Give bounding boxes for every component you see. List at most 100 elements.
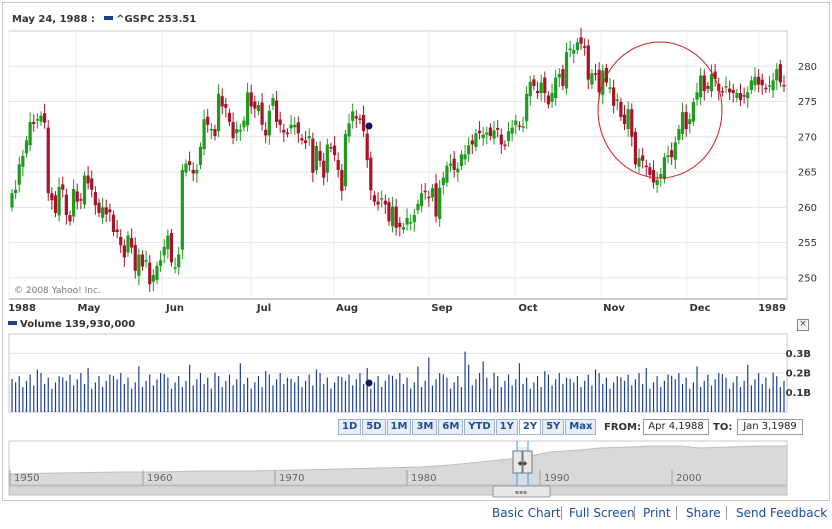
candle-body[interactable] bbox=[753, 76, 757, 86]
candle-body[interactable] bbox=[419, 193, 424, 207]
candle-body[interactable] bbox=[564, 52, 569, 89]
candle-body[interactable] bbox=[351, 111, 355, 121]
candle-body[interactable] bbox=[140, 254, 145, 267]
candle-body[interactable] bbox=[108, 209, 112, 213]
candle-body[interactable] bbox=[452, 158, 456, 170]
candle-body[interactable] bbox=[767, 85, 772, 87]
candle-body[interactable] bbox=[191, 169, 195, 174]
candle-body[interactable] bbox=[630, 109, 634, 137]
candle-body[interactable] bbox=[724, 86, 728, 88]
candle-body[interactable] bbox=[735, 93, 739, 98]
candle-body[interactable] bbox=[213, 129, 217, 137]
navigator-scrollbar-thumb[interactable] bbox=[492, 485, 551, 498]
candle-body[interactable] bbox=[387, 202, 391, 222]
candle-body[interactable] bbox=[764, 87, 768, 90]
candle-body[interactable] bbox=[532, 79, 536, 87]
candle-body[interactable] bbox=[597, 69, 601, 93]
candle-body[interactable] bbox=[670, 150, 674, 158]
candle-body[interactable] bbox=[427, 196, 431, 199]
candle-body[interactable] bbox=[216, 93, 221, 132]
candle-body[interactable] bbox=[655, 179, 659, 186]
candle-body[interactable] bbox=[673, 142, 677, 160]
candle-body[interactable] bbox=[28, 121, 32, 146]
candle-body[interactable] bbox=[24, 140, 29, 154]
full-screen-link[interactable]: Full Screen bbox=[569, 506, 635, 520]
candle-body[interactable] bbox=[583, 46, 587, 48]
candle-body[interactable] bbox=[122, 245, 126, 258]
candle-body[interactable] bbox=[57, 186, 61, 216]
candle-body[interactable] bbox=[256, 105, 261, 112]
candle-body[interactable] bbox=[499, 134, 503, 145]
candle-body[interactable] bbox=[535, 90, 540, 94]
candle-body[interactable] bbox=[64, 194, 68, 216]
candle-body[interactable] bbox=[14, 189, 18, 194]
candle-body[interactable] bbox=[398, 222, 402, 228]
candle-body[interactable] bbox=[289, 124, 293, 129]
candle-body[interactable] bbox=[477, 130, 482, 134]
candle-body[interactable] bbox=[242, 120, 246, 128]
candle-body[interactable] bbox=[401, 227, 406, 230]
candle-body[interactable] bbox=[775, 69, 779, 81]
candle-body[interactable] bbox=[260, 102, 264, 125]
candle-body[interactable] bbox=[119, 236, 123, 246]
candle-body[interactable] bbox=[180, 169, 184, 250]
candle-body[interactable] bbox=[688, 119, 692, 125]
candle-body[interactable] bbox=[568, 48, 572, 51]
candle-body[interactable] bbox=[771, 80, 775, 91]
candle-body[interactable] bbox=[543, 77, 547, 94]
candle-body[interactable] bbox=[53, 195, 58, 213]
candle-body[interactable] bbox=[151, 275, 155, 282]
range-button-max[interactable]: Max bbox=[565, 419, 597, 435]
candle-body[interactable] bbox=[430, 188, 435, 198]
candle-body[interactable] bbox=[46, 127, 50, 194]
candle-body[interactable] bbox=[86, 175, 90, 184]
candle-body[interactable] bbox=[79, 199, 83, 201]
candle-body[interactable] bbox=[148, 262, 152, 285]
candle-body[interactable] bbox=[434, 183, 438, 217]
candle-body[interactable] bbox=[372, 195, 377, 202]
candle-body[interactable] bbox=[202, 119, 206, 150]
candle-body[interactable] bbox=[677, 129, 681, 140]
candle-body[interactable] bbox=[731, 89, 735, 94]
candle-body[interactable] bbox=[206, 116, 210, 125]
candle-body[interactable] bbox=[162, 246, 166, 256]
candle-body[interactable] bbox=[249, 92, 253, 107]
range-button-5y[interactable]: 5Y bbox=[542, 419, 565, 435]
candle-body[interactable] bbox=[32, 121, 36, 125]
candle-body[interactable] bbox=[412, 215, 416, 223]
candle-body[interactable] bbox=[651, 169, 656, 183]
candle-body[interactable] bbox=[514, 120, 518, 126]
candle-body[interactable] bbox=[390, 206, 395, 227]
candle-body[interactable] bbox=[633, 131, 637, 165]
candle-body[interactable] bbox=[709, 74, 714, 92]
candle-body[interactable] bbox=[285, 132, 290, 135]
candle-body[interactable] bbox=[227, 112, 232, 122]
candle-body[interactable] bbox=[467, 145, 471, 155]
candle-body[interactable] bbox=[463, 154, 467, 160]
candle-body[interactable] bbox=[720, 90, 724, 93]
candle-body[interactable] bbox=[706, 86, 710, 89]
candle-body[interactable] bbox=[394, 206, 398, 228]
candle-body[interactable] bbox=[757, 76, 761, 85]
candle-body[interactable] bbox=[50, 193, 54, 201]
chart-canvas[interactable]: 250 255 260 265 270 275 280 © 2008 Yahoo! Inc.… bbox=[0, 0, 832, 500]
candle-body[interactable] bbox=[144, 260, 148, 262]
send-feedback-link[interactable]: Send Feedback bbox=[736, 506, 828, 520]
candle-body[interactable] bbox=[684, 112, 688, 130]
candle-body[interactable] bbox=[695, 92, 699, 100]
candle-body[interactable] bbox=[550, 93, 554, 102]
range-button-1y[interactable]: 1Y bbox=[495, 419, 518, 435]
candle-body[interactable] bbox=[659, 174, 663, 178]
candle-body[interactable] bbox=[195, 169, 199, 174]
candle-body[interactable] bbox=[622, 114, 627, 125]
candle-body[interactable] bbox=[115, 229, 119, 232]
candle-body[interactable] bbox=[231, 121, 235, 139]
candle-body[interactable] bbox=[97, 202, 101, 213]
candle-body[interactable] bbox=[641, 155, 645, 161]
candle-body[interactable] bbox=[409, 222, 413, 224]
candle-body[interactable] bbox=[539, 82, 543, 94]
candle-body[interactable] bbox=[510, 127, 514, 134]
candle-body[interactable] bbox=[546, 95, 551, 105]
candle-body[interactable] bbox=[561, 69, 565, 87]
candle-body[interactable] bbox=[43, 113, 47, 123]
